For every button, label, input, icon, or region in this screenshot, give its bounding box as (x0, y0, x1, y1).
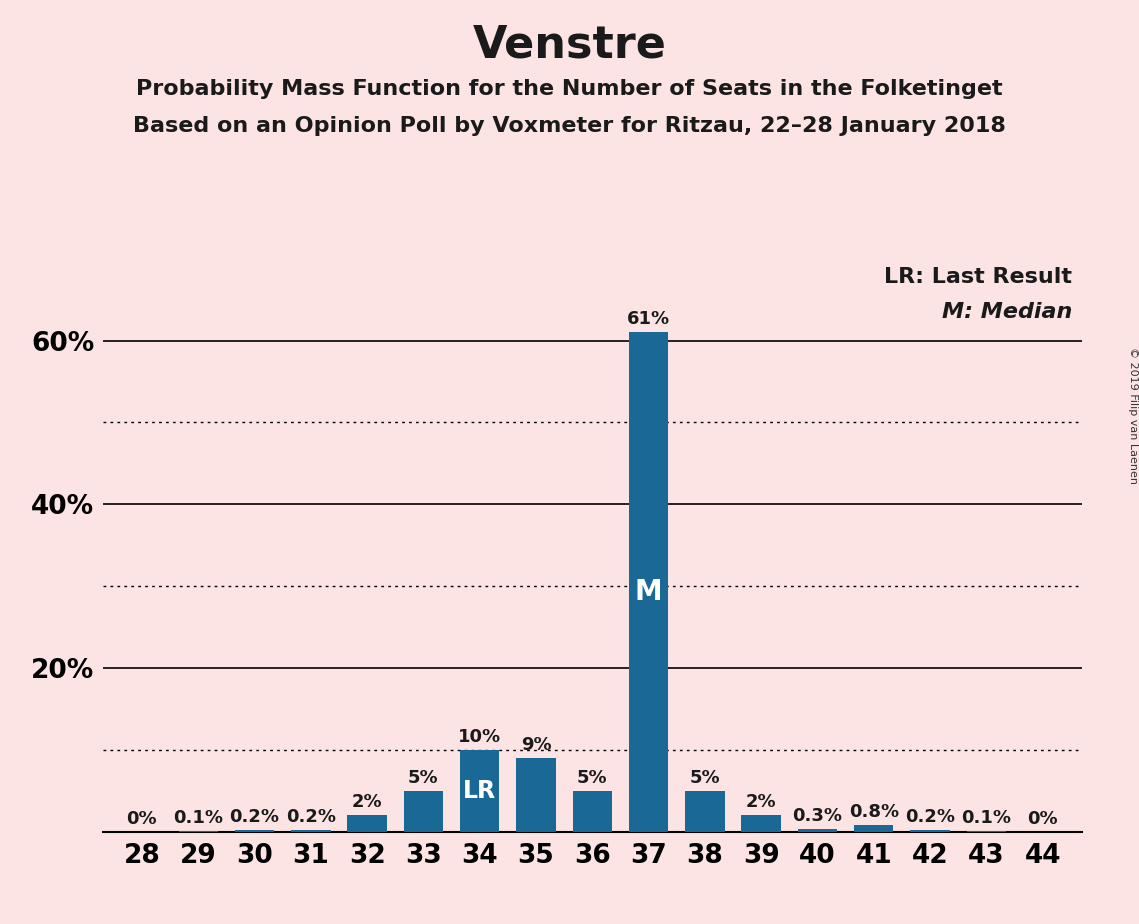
Text: 2%: 2% (746, 793, 777, 811)
Text: 2%: 2% (352, 793, 383, 811)
Text: 61%: 61% (626, 310, 670, 328)
Text: 0%: 0% (126, 809, 157, 828)
Text: 0.2%: 0.2% (906, 808, 956, 826)
Bar (347, 815, 387, 832)
Bar (797, 829, 837, 832)
Text: 0.2%: 0.2% (286, 808, 336, 826)
Text: Probability Mass Function for the Number of Seats in the Folketinget: Probability Mass Function for the Number… (137, 79, 1002, 99)
Bar (573, 791, 612, 832)
Bar (460, 749, 499, 832)
Text: 0.1%: 0.1% (961, 808, 1011, 827)
Text: 0%: 0% (1027, 809, 1058, 828)
Text: 0.2%: 0.2% (229, 808, 279, 826)
Text: LR: LR (464, 779, 497, 803)
Text: M: Median: M: Median (942, 301, 1072, 322)
Text: 5%: 5% (577, 769, 607, 786)
Text: 0.1%: 0.1% (173, 808, 223, 827)
Bar (854, 825, 893, 832)
Text: Based on an Opinion Poll by Voxmeter for Ritzau, 22–28 January 2018: Based on an Opinion Poll by Voxmeter for… (133, 116, 1006, 136)
Bar (910, 830, 950, 832)
Bar (292, 830, 330, 832)
Text: © 2019 Filip van Laenen: © 2019 Filip van Laenen (1129, 347, 1138, 484)
Bar (403, 791, 443, 832)
Text: 5%: 5% (408, 769, 439, 786)
Bar (686, 791, 724, 832)
Bar (629, 333, 669, 832)
Text: LR: Last Result: LR: Last Result (884, 267, 1072, 287)
Text: 10%: 10% (458, 728, 501, 746)
Bar (235, 830, 274, 832)
Text: 0.8%: 0.8% (849, 803, 899, 821)
Text: 0.3%: 0.3% (793, 807, 843, 825)
Text: 9%: 9% (521, 736, 551, 754)
Bar (516, 758, 556, 832)
Bar (741, 815, 781, 832)
Text: Venstre: Venstre (473, 23, 666, 67)
Text: M: M (634, 578, 663, 606)
Text: 5%: 5% (689, 769, 720, 786)
